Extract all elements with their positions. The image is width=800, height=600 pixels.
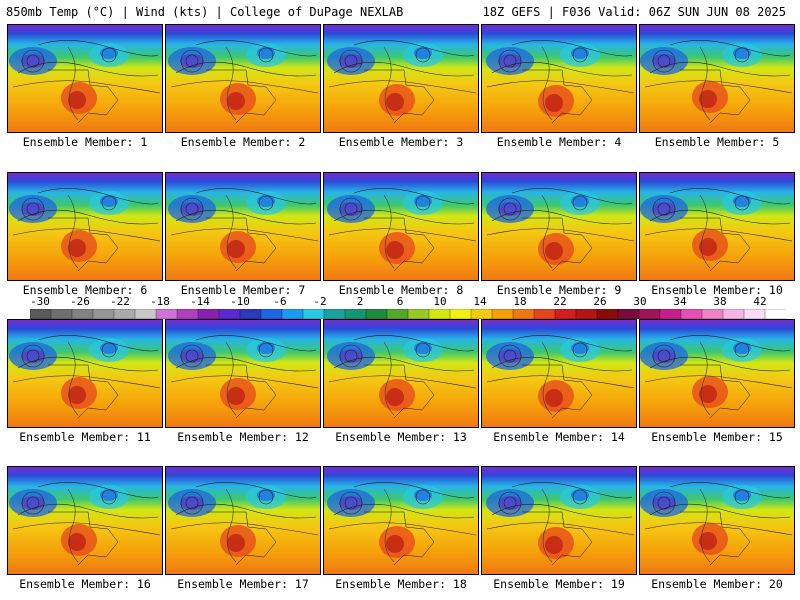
ensemble-member-map: [639, 466, 795, 575]
colorbar-swatch: [638, 309, 661, 319]
ensemble-member-label: Ensemble Member: 18: [335, 577, 467, 591]
ensemble-member-label: Ensemble Member: 12: [177, 430, 309, 444]
colorbar-tick-label: 42: [753, 295, 767, 308]
colorbar-tick-label: 30: [633, 295, 647, 308]
colorbar-tick-label: -10: [230, 295, 250, 308]
ensemble-member-map: [165, 466, 321, 575]
colorbar-swatch: [407, 309, 430, 319]
colorbar-swatch: [701, 309, 724, 319]
colorbar-swatch: [764, 309, 786, 319]
ensemble-member-map: [639, 24, 795, 133]
run-valid-time: 18Z GEFS | F036 Valid: 06Z SUN JUN 08 20…: [482, 5, 786, 19]
colorbar-swatch: [617, 309, 640, 319]
colorbar-swatch: [92, 309, 115, 319]
ensemble-member-label: Ensemble Member: 13: [335, 430, 467, 444]
colorbar-swatch: [50, 309, 73, 319]
colorbar-swatch: [260, 309, 283, 319]
colorbar-swatch: [302, 309, 325, 319]
colorbar-tick-label: -18: [150, 295, 170, 308]
ensemble-member-map: [323, 466, 479, 575]
colorbar-swatch: [722, 309, 745, 319]
colorbar-swatch: [575, 309, 598, 319]
ensemble-member-label: Ensemble Member: 7: [180, 283, 306, 297]
colorbar-swatch: [134, 309, 157, 319]
colorbar-swatch: [596, 309, 619, 319]
ensemble-member-label: Ensemble Member: 20: [651, 577, 783, 591]
ensemble-member-map: [481, 24, 637, 133]
colorbar-tick-label: 18: [513, 295, 527, 308]
colorbar-tick-label: 14: [473, 295, 487, 308]
colorbar-swatch: [743, 309, 766, 319]
ensemble-member-map: [481, 319, 637, 428]
colorbar-swatch: [197, 309, 220, 319]
ensemble-member-map: [323, 172, 479, 281]
ensemble-member-map: [639, 319, 795, 428]
ensemble-member-map: [323, 319, 479, 428]
colorbar-swatch: [428, 309, 451, 319]
colorbar-swatch: [365, 309, 388, 319]
colorbar-tick-label: -26: [70, 295, 90, 308]
map-title: 850mb Temp (°C) | Wind (kts) | College o…: [6, 5, 404, 19]
ensemble-member-label: Ensemble Member: 17: [177, 577, 309, 591]
ensemble-member-map: [7, 24, 163, 133]
ensemble-member-label: Ensemble Member: 16: [19, 577, 151, 591]
colorbar-tick-label: -2: [313, 295, 327, 308]
colorbar-tick-label: 10: [433, 295, 447, 308]
ensemble-member-label: Ensemble Member: 10: [651, 283, 783, 297]
ensemble-member-map: [323, 24, 479, 133]
colorbar-swatch: [470, 309, 493, 319]
ensemble-member-map: [165, 319, 321, 428]
ensemble-member-map: [165, 24, 321, 133]
colorbar-swatch: [281, 309, 304, 319]
ensemble-member-label: Ensemble Member: 5: [654, 135, 780, 149]
colorbar-swatch: [554, 309, 577, 319]
ensemble-member-label: Ensemble Member: 9: [496, 283, 622, 297]
ensemble-member-label: Ensemble Member: 2: [180, 135, 306, 149]
colorbar-swatch: [449, 309, 472, 319]
colorbar-swatch: [533, 309, 556, 319]
colorbar-swatch: [659, 309, 682, 319]
ensemble-member-map: [165, 172, 321, 281]
colorbar-swatch: [71, 309, 94, 319]
ensemble-member-map: [481, 172, 637, 281]
colorbar-tick-label: 6: [396, 295, 404, 308]
ensemble-member-label: Ensemble Member: 1: [22, 135, 148, 149]
colorbar-swatch: [239, 309, 262, 319]
ensemble-member-label: Ensemble Member: 19: [493, 577, 625, 591]
colorbar-tick-label: 2: [356, 295, 364, 308]
ensemble-member-label: Ensemble Member: 3: [338, 135, 464, 149]
colorbar-tick-label: -22: [110, 295, 130, 308]
colorbar-tick-label: -30: [30, 295, 50, 308]
ensemble-member-label: Ensemble Member: 11: [19, 430, 151, 444]
colorbar-swatch: [386, 309, 409, 319]
colorbar-tick-label: -6: [273, 295, 287, 308]
colorbar-tick-label: 26: [593, 295, 607, 308]
colorbar-swatch: [344, 309, 367, 319]
temperature-colorbar: [30, 309, 786, 319]
ensemble-member-map: [639, 172, 795, 281]
ensemble-member-map: [7, 172, 163, 281]
ensemble-member-map: [481, 466, 637, 575]
ensemble-member-map: [7, 466, 163, 575]
ensemble-member-label: Ensemble Member: 14: [493, 430, 625, 444]
colorbar-swatch: [176, 309, 199, 319]
colorbar-tick-label: 38: [713, 295, 727, 308]
colorbar-swatch: [323, 309, 346, 319]
colorbar-swatch: [113, 309, 136, 319]
ensemble-member-label: Ensemble Member: 8: [338, 283, 464, 297]
colorbar-tick-label: 34: [673, 295, 687, 308]
ensemble-member-label: Ensemble Member: 4: [496, 135, 622, 149]
colorbar-swatch: [30, 309, 52, 319]
ensemble-member-label: Ensemble Member: 15: [651, 430, 783, 444]
colorbar-tick-label: -14: [190, 295, 210, 308]
colorbar-swatch: [512, 309, 535, 319]
colorbar-swatch: [680, 309, 703, 319]
colorbar-swatch: [491, 309, 514, 319]
colorbar-swatch: [218, 309, 241, 319]
ensemble-member-map: [7, 319, 163, 428]
colorbar-swatch: [155, 309, 178, 319]
ensemble-member-label: Ensemble Member: 6: [22, 283, 148, 297]
colorbar-tick-label: 22: [553, 295, 567, 308]
